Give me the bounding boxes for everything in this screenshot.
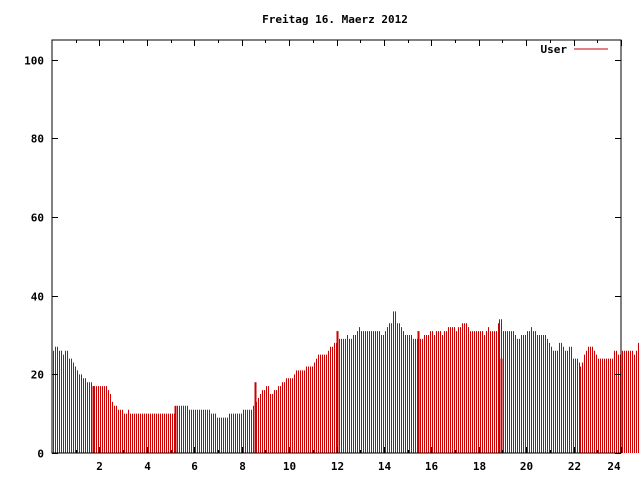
x-tick-label: 20: [520, 460, 533, 473]
highlight-bars-group: [92, 331, 503, 453]
x-tick-label: 12: [331, 460, 344, 473]
x-tick-label: 24: [607, 460, 621, 473]
plot-frame: [51, 39, 622, 454]
y-tick-label: 60: [31, 212, 44, 225]
y-tick-label: 40: [31, 291, 44, 304]
x-tick-label: 10: [283, 460, 296, 473]
x-tick-label: 4: [144, 460, 151, 473]
chart-title: Freitag 16. Maerz 2012: [262, 13, 408, 26]
y-tick-label: 100: [24, 55, 44, 68]
x-tick-label: 2: [96, 460, 103, 473]
x-axis: 2 4 6 8 10 12 14 16 18 20 22 24: [76, 40, 622, 473]
y-tick-label: 80: [31, 133, 44, 146]
y-axis: 0 20 40 60 80 100: [24, 55, 621, 461]
bars-group: [53, 311, 639, 453]
x-tick-label: 16: [425, 460, 439, 473]
x-tick-label: 14: [378, 460, 392, 473]
legend-label: User: [541, 43, 568, 56]
y-tick-label: 0: [37, 448, 44, 461]
x-tick-label: 18: [473, 460, 486, 473]
legend: User: [541, 43, 608, 56]
y-tick-label: 20: [31, 369, 44, 382]
x-tick-label: 8: [239, 460, 246, 473]
x-tick-label: 22: [568, 460, 581, 473]
x-tick-label: 6: [191, 460, 198, 473]
